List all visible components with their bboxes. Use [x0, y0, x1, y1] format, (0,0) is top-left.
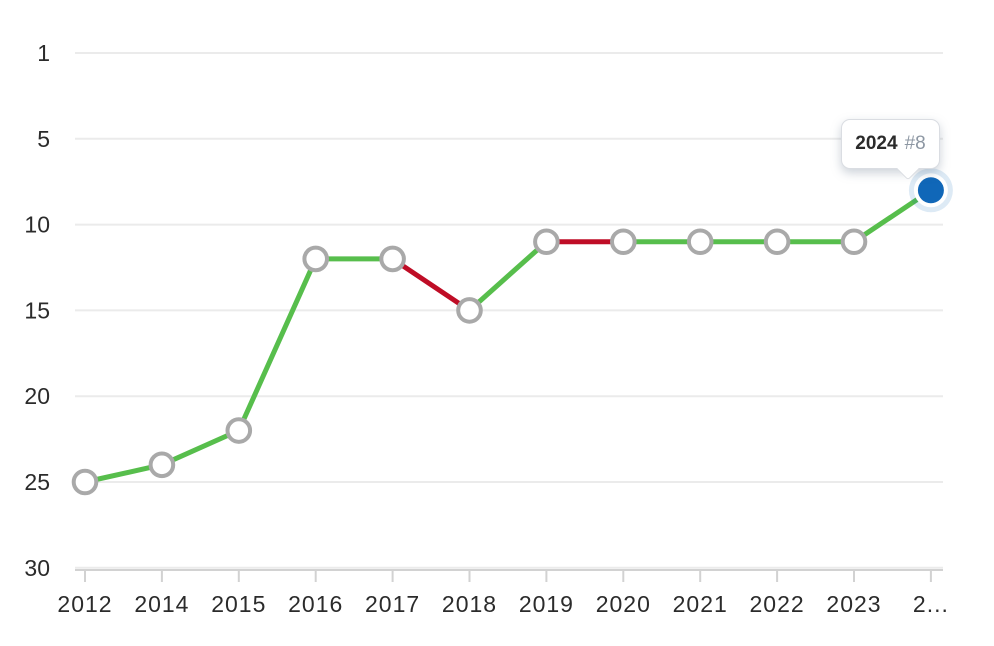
data-point-marker[interactable] — [610, 228, 637, 256]
y-axis-label: 15 — [24, 297, 50, 323]
x-axis-label: 2018 — [442, 591, 497, 617]
x-axis-label: 2023 — [826, 591, 881, 617]
data-point-marker[interactable] — [148, 451, 176, 479]
y-axis-label: 20 — [24, 383, 50, 409]
y-axis-label: 25 — [24, 469, 50, 495]
data-point-marker[interactable] — [840, 228, 868, 256]
x-axis-label: 2... — [913, 591, 949, 617]
line-segment — [236, 256, 319, 434]
data-point-marker[interactable] — [763, 228, 791, 256]
y-axis-label: 30 — [24, 555, 50, 581]
x-axis-label: 2020 — [596, 591, 651, 617]
x-axis-label: 2014 — [134, 591, 189, 617]
data-point-marker[interactable] — [71, 468, 99, 496]
tooltip: 2024 #8 — [841, 119, 940, 169]
x-axis-label: 2022 — [750, 591, 805, 617]
tooltip-year: 2024 — [855, 133, 898, 154]
line-segment — [159, 428, 242, 468]
data-point-marker[interactable] — [533, 228, 560, 256]
x-axis-label: 2017 — [365, 591, 420, 617]
x-axis-label: 2019 — [519, 591, 574, 617]
data-point-marker[interactable] — [225, 417, 253, 444]
data-point-marker[interactable] — [379, 245, 406, 273]
data-point-marker[interactable] — [456, 297, 483, 324]
x-axis-label: 2016 — [288, 591, 343, 617]
y-axis-label: 1 — [37, 40, 50, 66]
x-axis-label: 2015 — [211, 591, 266, 617]
data-point-marker[interactable] — [686, 228, 714, 256]
line-segment — [467, 239, 549, 313]
x-axis-label: 2012 — [57, 591, 112, 617]
tooltip-rank-value: #8 — [904, 133, 926, 154]
y-axis-label: 5 — [37, 126, 50, 152]
x-axis-label: 2021 — [673, 591, 728, 617]
highlighted-data-point[interactable] — [917, 177, 944, 204]
line-segment — [390, 256, 472, 313]
y-axis-label: 10 — [24, 212, 50, 238]
data-point-marker[interactable] — [302, 245, 330, 273]
